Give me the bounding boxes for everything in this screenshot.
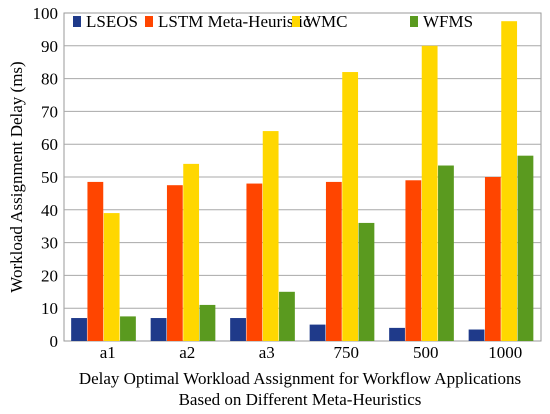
legend-label: WFMS (423, 12, 473, 31)
bar-lstm-meta-heuristic-500 (405, 180, 422, 341)
bar-lseos-a2 (150, 318, 167, 341)
y-tick-label: 50 (41, 168, 58, 187)
x-tick-label: 1000 (488, 343, 522, 362)
legend-swatch (410, 16, 418, 27)
x-tick-label: a2 (179, 343, 195, 362)
bar-lstm-meta-heuristic-a2 (166, 185, 183, 341)
bar-lstm-meta-heuristic-750 (325, 181, 342, 341)
bar-wmc-a1 (103, 213, 120, 341)
legend-label: LSTM Meta-Heuristic (158, 12, 311, 31)
y-tick-label: 10 (41, 299, 58, 318)
x-axis-title-line-2: Based on Different Meta-Heuristics (179, 390, 422, 409)
bar-wmc-a2 (183, 163, 200, 341)
legend-label: WMC (305, 12, 348, 31)
bar-wfms-a2 (199, 304, 216, 341)
legend-swatch (292, 16, 300, 27)
bar-lstm-meta-heuristic-a3 (246, 183, 263, 341)
y-tick-label: 0 (50, 332, 59, 351)
legend-label: LSEOS (86, 12, 138, 31)
bar-wfms-1000 (517, 155, 534, 341)
bar-wmc-750 (342, 72, 359, 341)
bar-wfms-a3 (279, 291, 295, 341)
legend-swatch (145, 16, 153, 27)
legend-swatch (73, 16, 81, 27)
bar-lstm-meta-heuristic-1000 (484, 177, 501, 341)
x-tick-label: 500 (413, 343, 439, 362)
bar-wmc-1000 (501, 21, 518, 341)
bar-wmc-a3 (262, 131, 279, 341)
bar-lseos-750 (309, 324, 326, 341)
x-tick-label: a1 (100, 343, 116, 362)
x-tick-label: 750 (334, 343, 360, 362)
y-tick-label: 60 (41, 135, 58, 154)
y-axis-title: Workload Assignment Delay (ms) (7, 61, 26, 292)
bar-lseos-1000 (468, 329, 485, 341)
bar-wfms-500 (438, 165, 454, 341)
bar-lseos-a1 (71, 318, 87, 341)
bar-lseos-a3 (230, 318, 246, 341)
y-tick-label: 100 (33, 4, 59, 23)
y-tick-label: 90 (41, 37, 58, 56)
bar-lstm-meta-heuristic-a1 (87, 181, 104, 341)
y-tick-label: 80 (41, 70, 58, 89)
bar-lseos-500 (389, 327, 405, 341)
x-tick-label: a3 (259, 343, 275, 362)
gridlines (64, 45, 541, 309)
bar-wfms-a1 (120, 316, 136, 341)
bars (71, 21, 534, 342)
y-tick-label: 40 (41, 201, 58, 220)
y-tick-labels: 0 10 20 30 40 50 60 70 80 90 100 (33, 4, 59, 351)
bar-wmc-500 (421, 45, 438, 342)
x-tick-labels: a1 a2 a3 750 500 1000 (100, 343, 523, 362)
bar-wfms-750 (358, 222, 375, 341)
y-tick-label: 20 (41, 266, 58, 285)
y-tick-label: 30 (41, 234, 58, 253)
y-tick-label: 70 (41, 102, 58, 121)
x-axis-title-line-1: Delay Optimal Workload Assignment for Wo… (79, 369, 521, 388)
